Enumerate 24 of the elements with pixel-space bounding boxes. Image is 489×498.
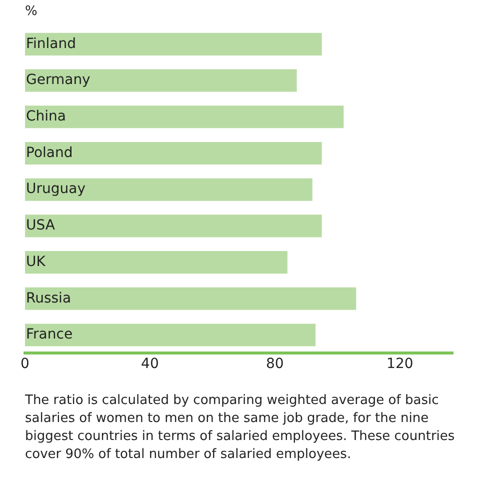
bar [25,324,316,346]
x-tick-label: 40 [141,356,159,372]
y-tick-label: Uruguay [26,181,86,198]
y-tick-label: USA [26,218,56,234]
x-tick-label: 80 [266,356,284,372]
bar [25,32,322,56]
bar [25,178,312,201]
bar [25,251,288,274]
bar [25,142,322,165]
y-tick-label: UK [26,254,46,270]
y-tick-label: France [26,326,73,343]
x-tick-label: 0 [20,356,30,372]
y-tick-label: Russia [26,290,72,306]
x-axis-title: % [25,4,38,19]
x-tick-label: 120 [386,356,414,372]
bar [25,214,322,238]
bar [25,69,297,92]
y-tick-label: China [26,108,66,125]
text: The ratio is calculated by comparing weighted average of basic salaries of women to men on the same job grade, for the nine biggest countries in terms of salaried employees. These countries cover 90% of total number of salaried employees. [25,392,456,464]
bar [25,106,344,128]
y-tick-label: Germany [26,72,90,88]
y-tick-label: Poland [26,144,73,161]
y-tick-label: Finland [26,36,76,52]
bar [25,287,356,310]
